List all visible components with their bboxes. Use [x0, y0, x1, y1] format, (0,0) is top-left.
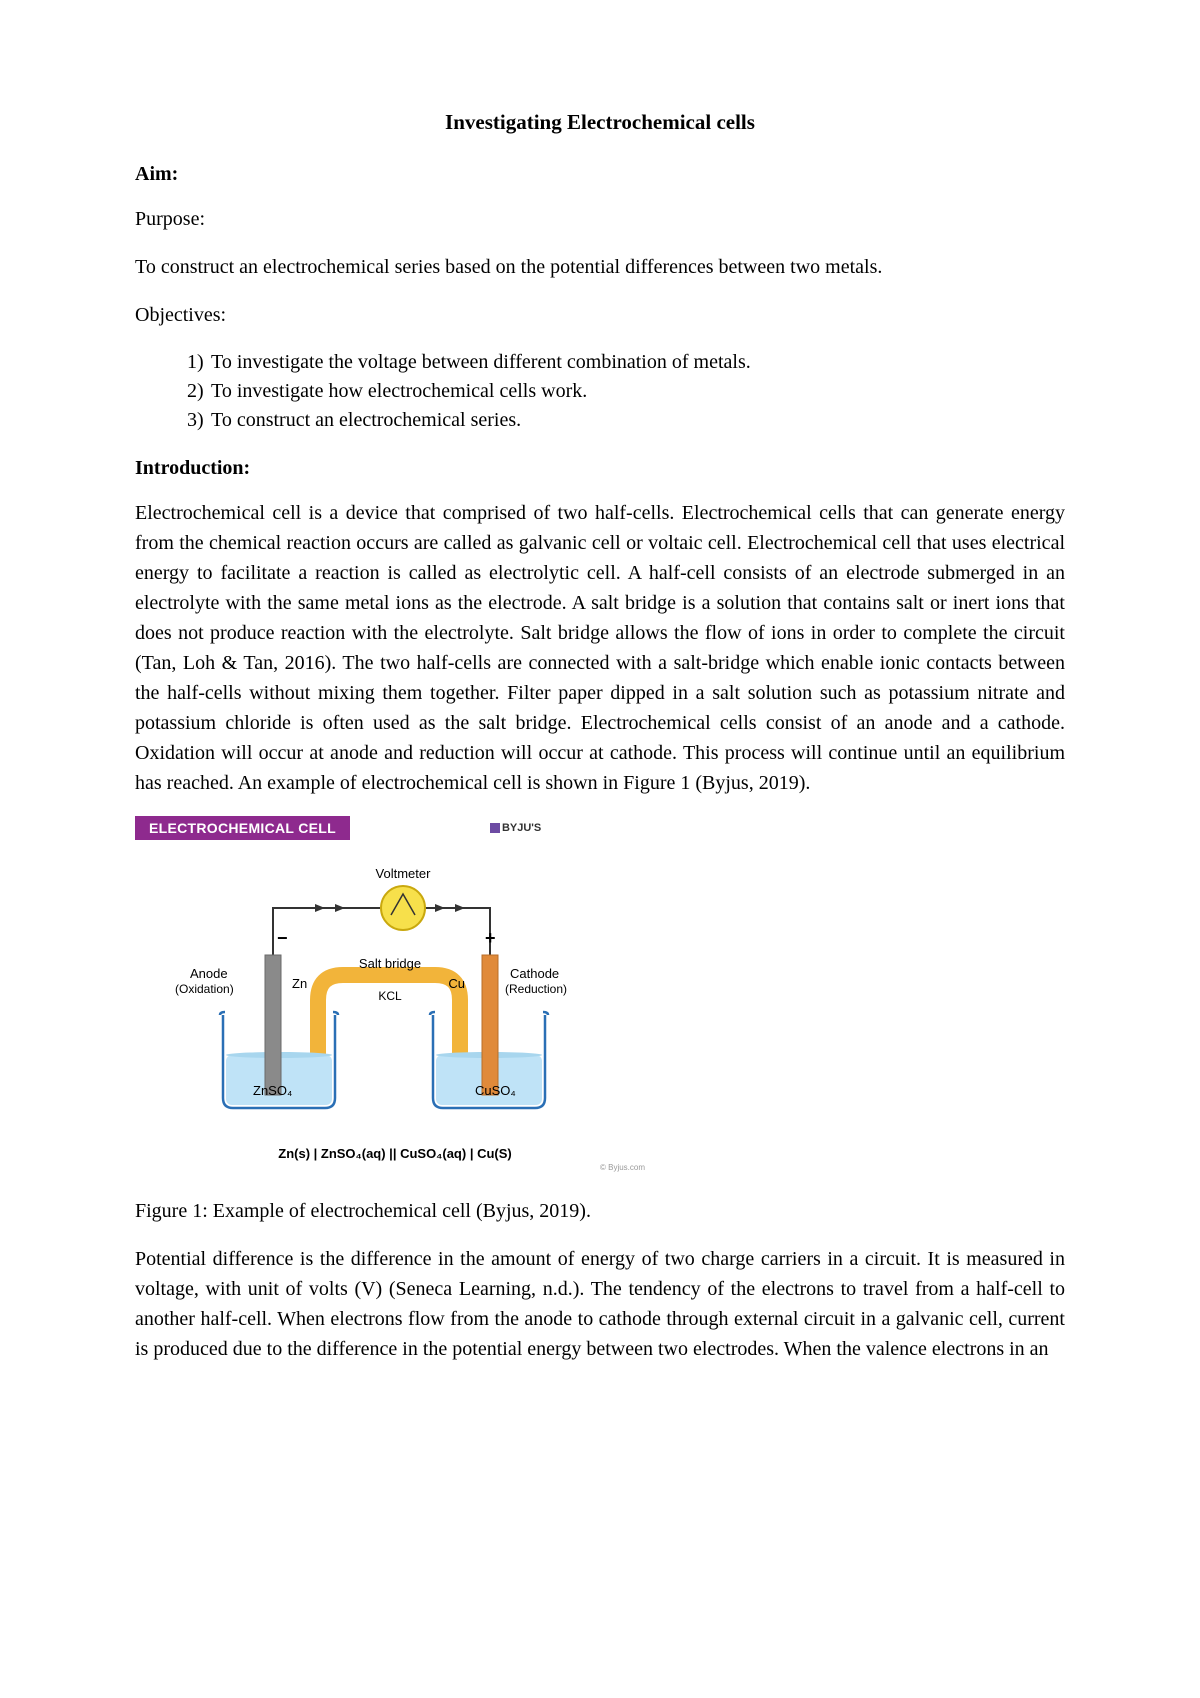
cell-notation: Zn(s) | ZnSO₄(aq) || CuSO₄(aq) | Cu(S): [135, 1146, 655, 1161]
objectives-list: 1)To investigate the voltage between dif…: [135, 348, 1065, 435]
list-item: 2)To investigate how electrochemical cel…: [187, 377, 1065, 406]
cell-diagram-svg: Voltmeter − + Salt bridge KCL Zn: [135, 840, 655, 1140]
electrochemical-diagram: ELECTROCHEMICAL CELL BYJU'S Voltmeter − …: [135, 816, 655, 1172]
list-item: 1)To investigate the voltage between dif…: [187, 348, 1065, 377]
cathode-label: Cathode: [510, 966, 559, 981]
intro-heading: Introduction:: [135, 457, 1065, 480]
cuso4-label: CuSO₄: [475, 1083, 516, 1098]
list-item: 3)To construct an electrochemical series…: [187, 406, 1065, 435]
objective-text: To investigate the voltage between diffe…: [211, 351, 751, 373]
cathode-sub: (Reduction): [505, 982, 567, 996]
diagram-header: ELECTROCHEMICAL CELL BYJU'S: [135, 816, 655, 840]
salt-bridge-label: Salt bridge: [359, 956, 421, 971]
objectives-label: Objectives:: [135, 300, 1065, 330]
objective-text: To construct an electrochemical series.: [211, 409, 521, 431]
brand-text: BYJU'S: [502, 822, 541, 834]
brand-icon: [490, 823, 500, 833]
purpose-label: Purpose:: [135, 204, 1065, 234]
minus-sign: −: [277, 928, 288, 948]
intro-paragraph: Electrochemical cell is a device that co…: [135, 498, 1065, 798]
objective-text: To investigate how electrochemical cells…: [211, 380, 587, 402]
purpose-text: To construct an electrochemical series b…: [135, 252, 1065, 282]
diagram-title: ELECTROCHEMICAL CELL: [135, 816, 350, 840]
anode-sub: (Oxidation): [175, 982, 234, 996]
figure-caption: Figure 1: Example of electrochemical cel…: [135, 1196, 1065, 1226]
brand-tag: BYJU'S: [490, 822, 541, 834]
zn-label: Zn: [292, 976, 307, 991]
aim-heading: Aim:: [135, 163, 1065, 186]
znso4-label: ZnSO₄: [253, 1083, 292, 1098]
document-page: Investigating Electrochemical cells Aim:…: [0, 0, 1200, 1698]
plus-sign: +: [485, 928, 496, 948]
cu-label: Cu: [448, 976, 465, 991]
kcl-label: KCL: [378, 989, 402, 1003]
voltmeter-label: Voltmeter: [376, 866, 432, 881]
page-title: Investigating Electrochemical cells: [135, 110, 1065, 135]
anode-label: Anode: [190, 966, 228, 981]
diagram-copyright: © Byjus.com: [135, 1163, 655, 1172]
potential-paragraph: Potential difference is the difference i…: [135, 1244, 1065, 1364]
